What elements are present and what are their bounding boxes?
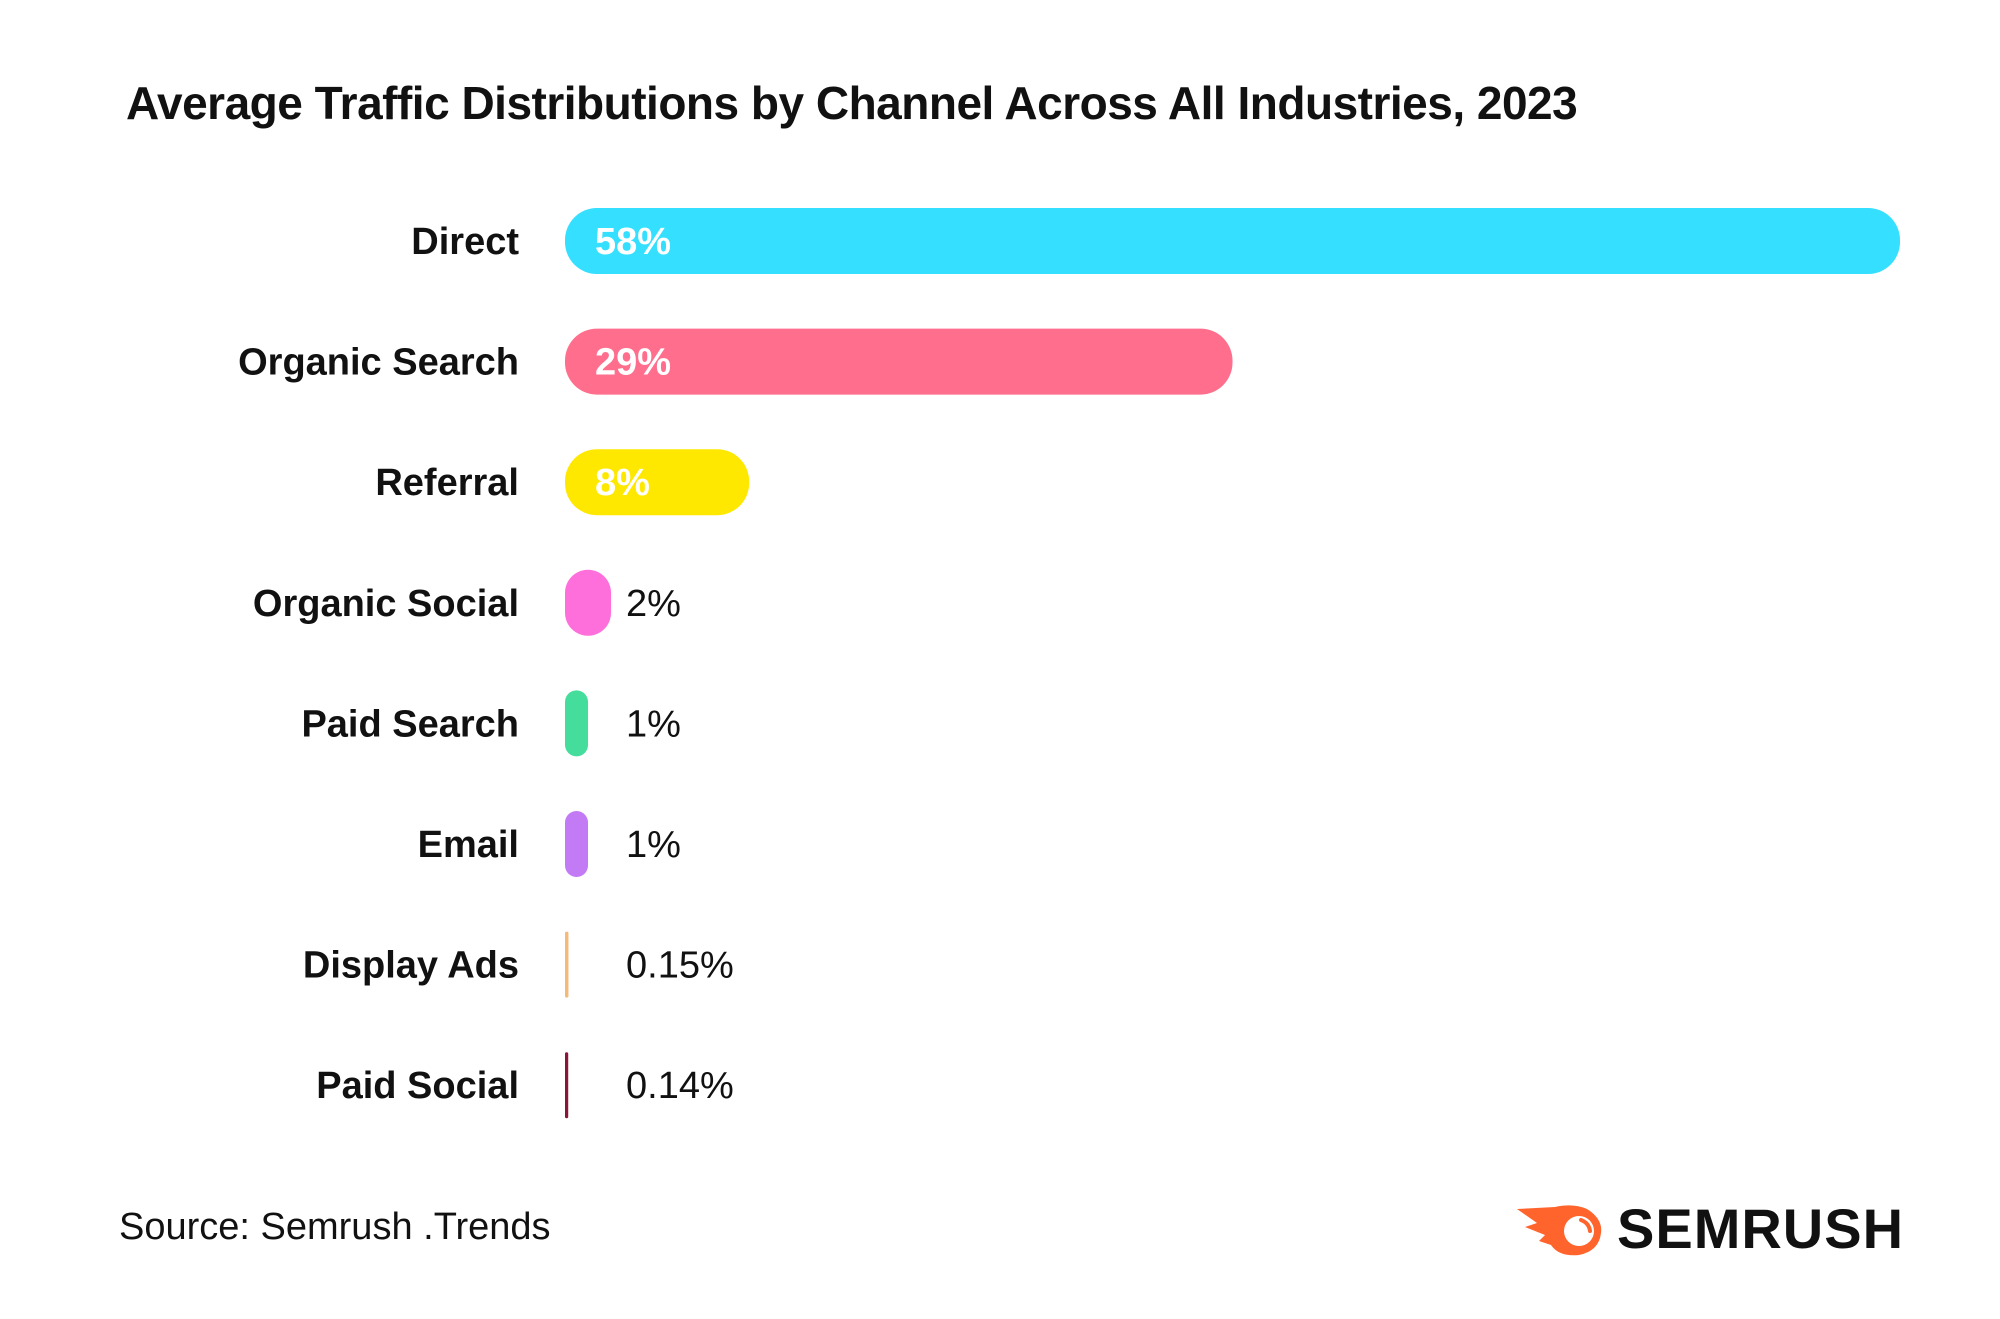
logo-wordmark: SEMRUSH [1617,1197,1905,1260]
category-label: Paid Social [316,1065,519,1107]
category-label: Display Ads [303,945,519,987]
bar-email [565,811,589,877]
bar-paid-search [565,690,589,757]
data-label: 1% [626,703,681,745]
category-label: Referral [375,462,519,504]
bar-referral [565,449,750,516]
bar-organic-search [565,328,1233,395]
bar-direct [565,208,1900,274]
data-label: 8% [595,462,650,504]
category-label: Direct [411,221,519,263]
category-label: Organic Social [253,583,519,625]
source-note: Source: Semrush .Trends [119,1206,551,1248]
data-label: 2% [626,583,681,625]
category-label: Email [418,824,519,866]
bar-organic-social [565,569,612,636]
data-label: 0.14% [626,1065,734,1107]
category-label: Organic Search [238,342,519,384]
chart-title: Average Traffic Distributions by Channel… [126,77,1578,129]
data-label: 29% [595,342,671,384]
category-label: Paid Search [301,703,519,745]
bar-paid-social [565,1052,569,1119]
semrush-fireball-icon [1517,1204,1602,1255]
data-label: 58% [595,221,671,263]
semrush-logo: SEMRUSH [1515,1196,1904,1261]
data-label: 0.15% [626,945,734,987]
bar-display-ads [565,931,569,998]
data-label: 1% [626,824,681,866]
